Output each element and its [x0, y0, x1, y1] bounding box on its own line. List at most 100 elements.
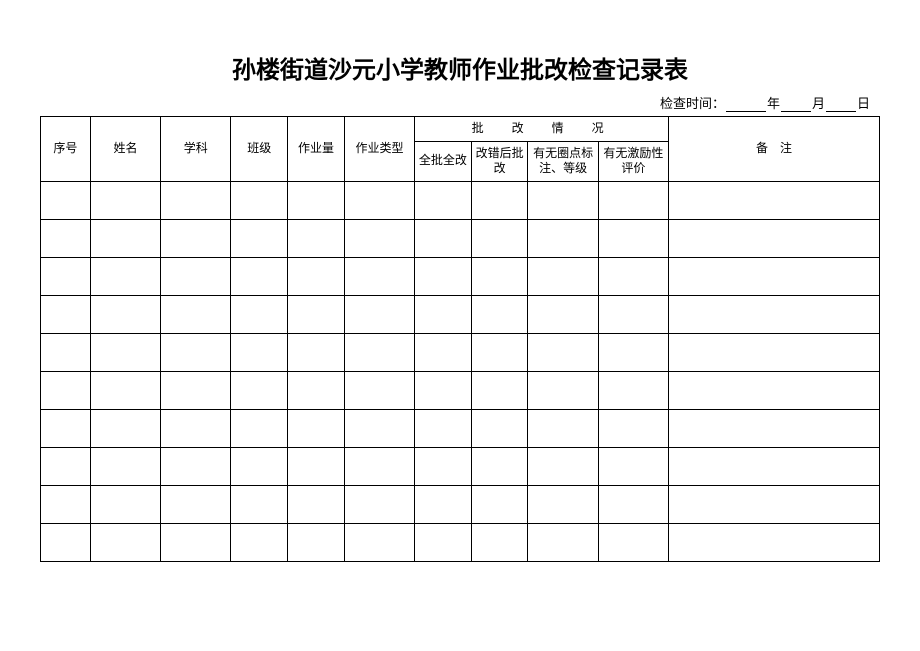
table-cell[interactable] [471, 181, 528, 219]
table-cell[interactable] [471, 447, 528, 485]
table-cell[interactable] [344, 257, 414, 295]
table-cell[interactable] [231, 371, 288, 409]
table-cell[interactable] [231, 447, 288, 485]
table-cell[interactable] [90, 295, 160, 333]
table-cell[interactable] [231, 219, 288, 257]
table-cell[interactable] [669, 447, 880, 485]
table-cell[interactable] [415, 409, 472, 447]
table-cell[interactable] [598, 409, 668, 447]
table-cell[interactable] [161, 523, 231, 561]
table-cell[interactable] [288, 333, 345, 371]
table-cell[interactable] [598, 219, 668, 257]
table-cell[interactable] [288, 181, 345, 219]
table-cell[interactable] [598, 257, 668, 295]
table-cell[interactable] [471, 219, 528, 257]
table-cell[interactable] [41, 447, 91, 485]
table-cell[interactable] [344, 181, 414, 219]
table-cell[interactable] [598, 181, 668, 219]
table-cell[interactable] [471, 485, 528, 523]
table-cell[interactable] [528, 219, 598, 257]
table-cell[interactable] [344, 295, 414, 333]
table-cell[interactable] [90, 485, 160, 523]
table-cell[interactable] [161, 257, 231, 295]
table-cell[interactable] [471, 371, 528, 409]
table-cell[interactable] [415, 181, 472, 219]
table-cell[interactable] [669, 219, 880, 257]
table-cell[interactable] [598, 523, 668, 561]
table-cell[interactable] [161, 333, 231, 371]
table-cell[interactable] [344, 447, 414, 485]
table-cell[interactable] [90, 371, 160, 409]
table-cell[interactable] [471, 409, 528, 447]
table-cell[interactable] [41, 181, 91, 219]
table-cell[interactable] [231, 333, 288, 371]
table-cell[interactable] [598, 295, 668, 333]
table-cell[interactable] [288, 219, 345, 257]
table-cell[interactable] [344, 333, 414, 371]
table-cell[interactable] [161, 485, 231, 523]
table-cell[interactable] [41, 409, 91, 447]
table-cell[interactable] [471, 257, 528, 295]
table-cell[interactable] [598, 447, 668, 485]
table-cell[interactable] [598, 333, 668, 371]
table-cell[interactable] [90, 257, 160, 295]
table-cell[interactable] [161, 447, 231, 485]
table-cell[interactable] [90, 219, 160, 257]
table-cell[interactable] [41, 257, 91, 295]
table-cell[interactable] [528, 295, 598, 333]
table-cell[interactable] [41, 219, 91, 257]
table-cell[interactable] [41, 371, 91, 409]
table-cell[interactable] [415, 333, 472, 371]
table-cell[interactable] [41, 295, 91, 333]
table-cell[interactable] [161, 181, 231, 219]
table-cell[interactable] [90, 181, 160, 219]
month-blank[interactable] [781, 97, 811, 112]
table-cell[interactable] [41, 485, 91, 523]
table-cell[interactable] [41, 523, 91, 561]
table-cell[interactable] [415, 371, 472, 409]
table-cell[interactable] [669, 257, 880, 295]
table-cell[interactable] [528, 447, 598, 485]
table-cell[interactable] [231, 523, 288, 561]
table-cell[interactable] [471, 295, 528, 333]
table-cell[interactable] [528, 333, 598, 371]
table-cell[interactable] [669, 409, 880, 447]
table-cell[interactable] [90, 409, 160, 447]
table-cell[interactable] [231, 485, 288, 523]
table-cell[interactable] [669, 485, 880, 523]
table-cell[interactable] [415, 485, 472, 523]
table-cell[interactable] [528, 485, 598, 523]
table-cell[interactable] [669, 523, 880, 561]
table-cell[interactable] [161, 295, 231, 333]
day-blank[interactable] [826, 97, 856, 112]
table-cell[interactable] [415, 257, 472, 295]
table-cell[interactable] [669, 181, 880, 219]
table-cell[interactable] [161, 219, 231, 257]
table-cell[interactable] [344, 485, 414, 523]
table-cell[interactable] [415, 523, 472, 561]
table-cell[interactable] [344, 523, 414, 561]
table-cell[interactable] [288, 409, 345, 447]
table-cell[interactable] [471, 523, 528, 561]
table-cell[interactable] [344, 371, 414, 409]
table-cell[interactable] [528, 257, 598, 295]
table-cell[interactable] [528, 371, 598, 409]
table-cell[interactable] [231, 257, 288, 295]
table-cell[interactable] [231, 295, 288, 333]
table-cell[interactable] [344, 219, 414, 257]
table-cell[interactable] [598, 371, 668, 409]
table-cell[interactable] [528, 523, 598, 561]
table-cell[interactable] [288, 485, 345, 523]
table-cell[interactable] [528, 409, 598, 447]
table-cell[interactable] [415, 295, 472, 333]
table-cell[interactable] [528, 181, 598, 219]
table-cell[interactable] [161, 371, 231, 409]
table-cell[interactable] [41, 333, 91, 371]
table-cell[interactable] [288, 257, 345, 295]
table-cell[interactable] [598, 485, 668, 523]
table-cell[interactable] [669, 333, 880, 371]
table-cell[interactable] [90, 523, 160, 561]
table-cell[interactable] [90, 447, 160, 485]
table-cell[interactable] [344, 409, 414, 447]
table-cell[interactable] [288, 295, 345, 333]
